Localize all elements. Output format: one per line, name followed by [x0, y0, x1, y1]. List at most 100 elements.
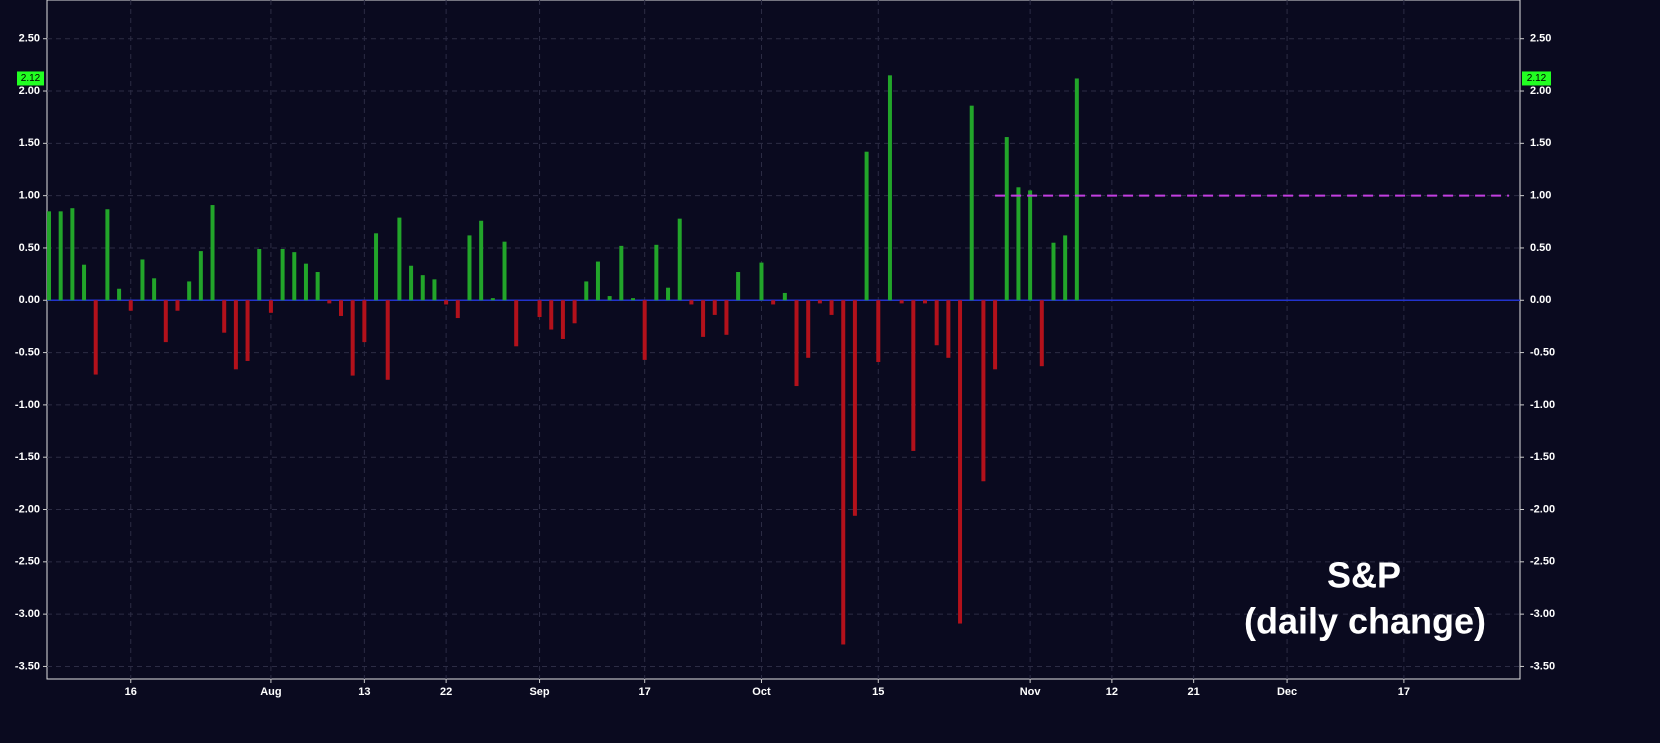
bar [724, 300, 729, 335]
y-tick-label: -3.50 [15, 660, 40, 672]
bar [175, 300, 180, 311]
bar [420, 275, 425, 301]
bar [514, 300, 519, 347]
y-tick-label: -2.00 [15, 503, 40, 515]
bar [163, 300, 168, 343]
bar [58, 211, 63, 301]
bar [303, 263, 308, 301]
x-tick-label: 15 [872, 686, 884, 698]
x-tick-label: 22 [440, 686, 452, 698]
x-tick-label: 17 [639, 686, 651, 698]
y-tick-label: -3.50 [1530, 660, 1555, 672]
bar [117, 288, 122, 301]
bar [852, 300, 857, 516]
bar [689, 300, 694, 305]
bar [958, 300, 963, 624]
bar [666, 287, 671, 301]
bar [374, 233, 379, 301]
bar [105, 209, 110, 301]
x-tick-label: Nov [1020, 686, 1042, 698]
bar [654, 244, 659, 301]
bar [1004, 137, 1009, 301]
bar [397, 217, 402, 301]
bar [806, 300, 811, 358]
bar [502, 241, 507, 301]
bar [736, 272, 741, 301]
bar [887, 75, 892, 301]
bar [631, 298, 635, 301]
bar [712, 300, 717, 315]
bar [268, 300, 273, 313]
bar [233, 300, 238, 370]
bar [315, 272, 320, 301]
y-tick-label: -2.50 [1530, 556, 1555, 568]
bar [82, 264, 87, 301]
y-tick-label: -3.00 [1530, 608, 1555, 620]
bar [1063, 235, 1068, 301]
bar [595, 261, 600, 301]
bar [864, 151, 869, 301]
bar [292, 252, 297, 301]
bar [1028, 190, 1033, 301]
bar [327, 300, 332, 304]
bar [537, 300, 542, 318]
y-tick-label: -2.50 [15, 556, 40, 568]
bar [1074, 78, 1079, 301]
bar [876, 300, 881, 362]
x-tick-label: Dec [1277, 686, 1297, 698]
bar [140, 259, 145, 301]
bar [128, 300, 133, 311]
y-tick-label: 2.50 [1530, 33, 1551, 45]
plot-frame [46, 0, 1521, 680]
x-tick-label: 13 [358, 686, 370, 698]
bar [93, 300, 98, 375]
bar [993, 300, 998, 370]
x-tick-label: Sep [529, 686, 549, 698]
bar [794, 300, 799, 387]
x-tick-label: 21 [1188, 686, 1200, 698]
bar [350, 300, 355, 376]
y-tick-label: 2.00 [19, 85, 40, 97]
bar [841, 300, 846, 645]
bar [981, 300, 986, 482]
bar [467, 235, 472, 301]
bar [210, 205, 215, 301]
y-tick-label: 0.00 [19, 294, 40, 306]
bar [257, 249, 262, 301]
bar [759, 262, 764, 301]
bar [198, 251, 203, 301]
bar [946, 300, 951, 358]
y-tick-label: 1.00 [19, 190, 40, 202]
bar [245, 300, 250, 361]
last-value-badge [17, 71, 44, 86]
bar [479, 220, 484, 301]
bar [969, 105, 974, 301]
y-tick-label: 0.50 [19, 242, 40, 254]
bar [584, 281, 589, 301]
y-tick-label: 2.50 [19, 33, 40, 45]
bar [642, 300, 647, 360]
bar [619, 245, 624, 301]
y-tick-label: 1.50 [1530, 137, 1551, 149]
bar [1016, 187, 1021, 301]
bar [455, 300, 460, 319]
bar [432, 279, 437, 301]
bar [560, 300, 565, 339]
bar [677, 218, 682, 301]
bar [607, 296, 612, 301]
last-value-label: 2.12 [1527, 73, 1547, 84]
bar [152, 278, 157, 301]
bar [911, 300, 916, 451]
bar [1039, 300, 1044, 367]
y-tick-label: 1.00 [1530, 190, 1551, 202]
bar [444, 300, 449, 305]
x-tick-label: 12 [1106, 686, 1118, 698]
y-tick-label: -0.50 [15, 346, 40, 358]
bar [47, 211, 51, 301]
bar [70, 208, 75, 301]
chart-title: S&P [1327, 555, 1401, 596]
y-tick-label: 0.00 [1530, 294, 1551, 306]
bar [339, 300, 343, 316]
